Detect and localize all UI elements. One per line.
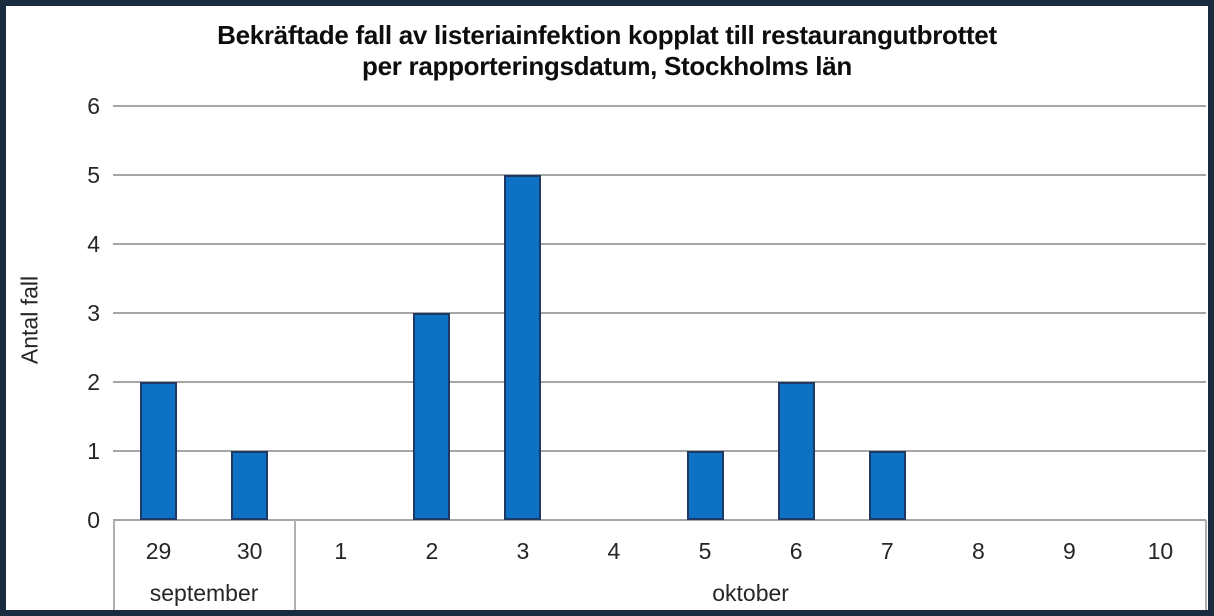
x-tick-label: 1 xyxy=(334,538,348,564)
x-tick-label: 10 xyxy=(1147,538,1174,564)
y-tick-label: 5 xyxy=(87,162,100,188)
gridline-y4 xyxy=(113,243,1206,245)
bar-6 xyxy=(777,382,815,520)
category-group-separator xyxy=(294,520,297,610)
x-tick-label: 3 xyxy=(516,538,530,564)
bar-30 xyxy=(231,451,269,520)
x-tick-label: 2 xyxy=(425,538,439,564)
gridline-y3 xyxy=(113,312,1206,314)
y-tick-label: 0 xyxy=(87,507,100,533)
category-box-left-line xyxy=(113,520,115,610)
x-axis-line xyxy=(113,519,1206,521)
x-tick-label: 29 xyxy=(145,538,172,564)
y-tick-label: 2 xyxy=(87,369,100,395)
bar-3 xyxy=(504,175,542,520)
category-group-separator xyxy=(1205,520,1207,610)
bar-5 xyxy=(686,451,724,520)
gridline-y5 xyxy=(113,174,1206,176)
gridline-y2 xyxy=(113,381,1206,383)
chart-title-line2: per rapporteringsdatum, Stockholms län xyxy=(362,51,852,81)
gridline-y1 xyxy=(113,450,1206,452)
chart-title: Bekräftade fall av listeriainfektion kop… xyxy=(6,20,1208,82)
bar-29 xyxy=(140,382,177,520)
y-tick-label: 1 xyxy=(87,438,100,464)
bar-2 xyxy=(413,313,451,520)
y-tick-label: 6 xyxy=(87,93,100,119)
gridline-y6 xyxy=(113,105,1206,107)
chart-title-line1: Bekräftade fall av listeriainfektion kop… xyxy=(217,20,997,50)
month-group-label: september xyxy=(149,580,259,606)
month-group-label: oktober xyxy=(712,580,789,606)
x-tick-label: 7 xyxy=(880,538,894,564)
bar-7 xyxy=(868,451,906,520)
x-tick-label: 6 xyxy=(789,538,803,564)
x-tick-label: 4 xyxy=(607,538,621,564)
y-tick-label: 4 xyxy=(87,231,100,257)
x-tick-label: 5 xyxy=(698,538,712,564)
x-tick-label: 9 xyxy=(1062,538,1076,564)
y-tick-label: 3 xyxy=(87,300,100,326)
x-tick-label: 8 xyxy=(971,538,985,564)
x-tick-label: 30 xyxy=(236,538,263,564)
